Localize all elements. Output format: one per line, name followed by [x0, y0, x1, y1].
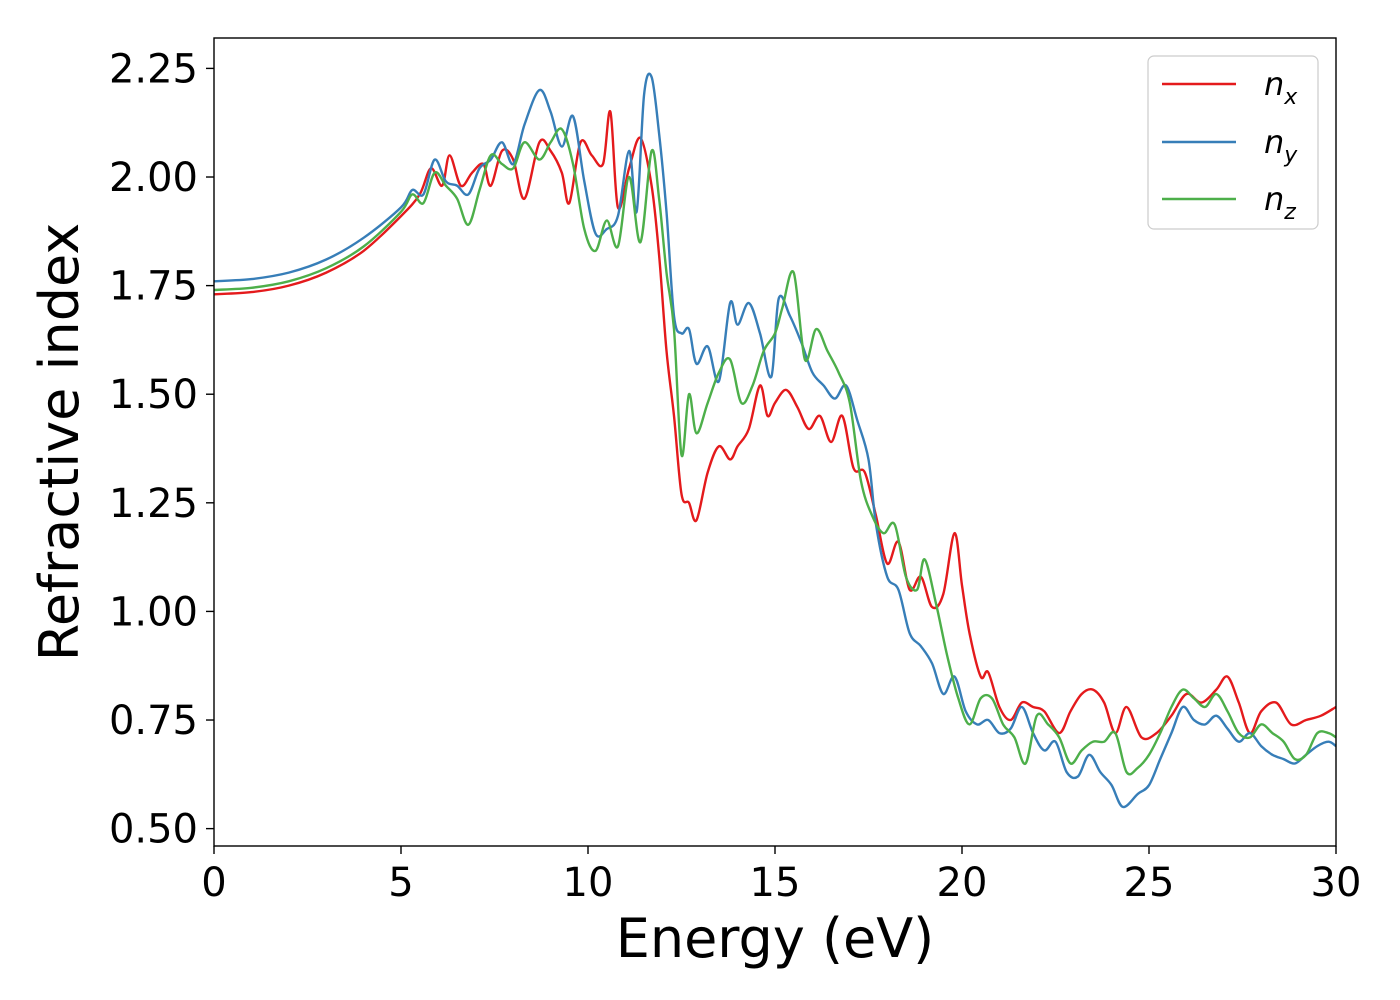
y-axis-title: Refractive index [28, 223, 91, 662]
x-tick-label: 10 [563, 860, 614, 906]
y-tick-label: 1.25 [109, 481, 198, 527]
series-line-nx [213, 110, 1337, 741]
series-lines [213, 72, 1337, 809]
x-tick-label: 30 [1311, 860, 1362, 906]
x-tick-label: 5 [388, 860, 413, 906]
x-tick-label: 0 [201, 860, 226, 906]
y-tick-label: 0.50 [109, 807, 198, 853]
x-tick-label: 20 [937, 860, 988, 906]
x-axis-title: Energy (eV) [616, 907, 935, 970]
series-line-ny [213, 72, 1337, 809]
y-tick-label: 0.75 [109, 698, 198, 744]
y-tick-label: 1.75 [109, 264, 198, 310]
y-tick-label: 2.00 [109, 155, 198, 201]
x-axis: 0 5 10 15 20 25 30 [201, 846, 1361, 906]
y-axis: 0.50 0.75 1.00 1.25 1.50 1.75 2.00 2.25 [109, 46, 214, 853]
y-tick-label: 1.00 [109, 589, 198, 635]
x-tick-label: 15 [750, 860, 801, 906]
y-tick-label: 1.50 [109, 372, 198, 418]
y-tick-label: 2.25 [109, 46, 198, 92]
x-tick-label: 25 [1124, 860, 1175, 906]
series-line-nz [213, 127, 1337, 776]
